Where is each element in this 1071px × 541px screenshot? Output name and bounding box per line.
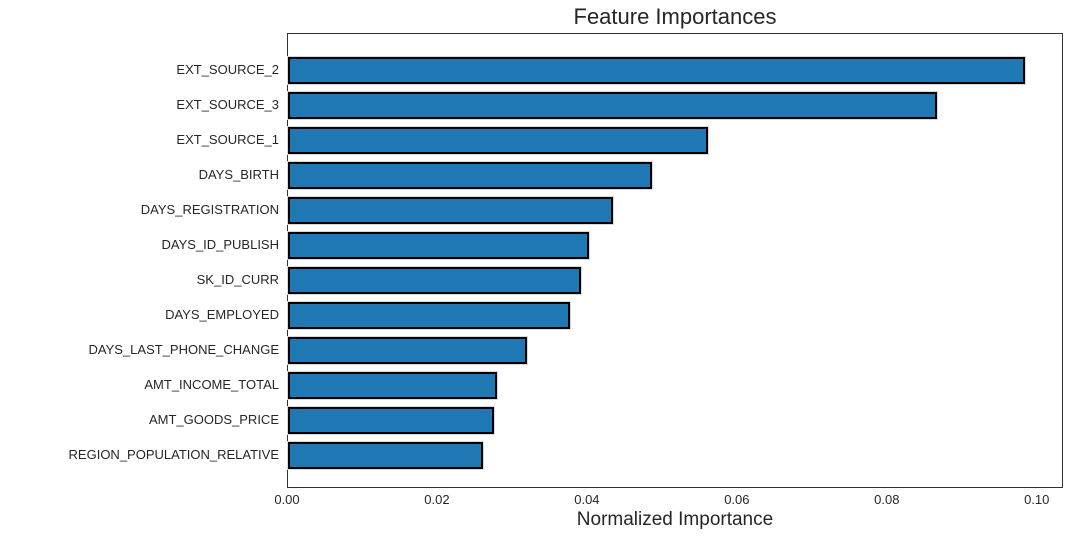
plot-area xyxy=(287,33,1063,488)
y-tick-label: DAYS_EMPLOYED xyxy=(165,306,279,322)
bar xyxy=(288,56,1025,85)
x-tick-label: 0.08 xyxy=(874,492,900,507)
y-tick-label: DAYS_LAST_PHONE_CHANGE xyxy=(88,341,280,357)
y-tick-label: EXT_SOURCE_1 xyxy=(176,131,279,147)
bar xyxy=(288,126,708,155)
y-tick-label: SK_ID_CURR xyxy=(196,271,279,287)
bar xyxy=(288,231,590,260)
chart-title: Feature Importances xyxy=(573,4,777,29)
bar xyxy=(288,336,528,365)
bar xyxy=(288,301,570,330)
y-tick-label: EXT_SOURCE_3 xyxy=(176,96,279,112)
y-tick-label: DAYS_BIRTH xyxy=(198,166,279,182)
x-tick-label: 0.06 xyxy=(724,492,750,507)
bar xyxy=(288,196,614,225)
bar xyxy=(288,441,484,470)
bar xyxy=(288,406,494,435)
x-axis-label: Normalized Importance xyxy=(576,509,774,530)
x-tick-label: 0.04 xyxy=(574,492,600,507)
x-tick-label: 0.02 xyxy=(424,492,450,507)
bar xyxy=(288,161,653,190)
y-tick-label: REGION_POPULATION_RELATIVE xyxy=(68,446,279,462)
x-tick-label: 0.00 xyxy=(274,492,300,507)
y-tick-label: EXT_SOURCE_2 xyxy=(176,61,279,77)
y-tick-label: AMT_GOODS_PRICE xyxy=(148,411,279,427)
y-tick-label: DAYS_REGISTRATION xyxy=(140,201,279,217)
bar xyxy=(288,371,498,400)
y-tick-label: DAYS_ID_PUBLISH xyxy=(161,236,279,252)
bar xyxy=(288,266,582,295)
y-tick-label: AMT_INCOME_TOTAL xyxy=(144,376,279,392)
x-tick-label: 0.10 xyxy=(1024,492,1050,507)
bar xyxy=(288,91,938,120)
